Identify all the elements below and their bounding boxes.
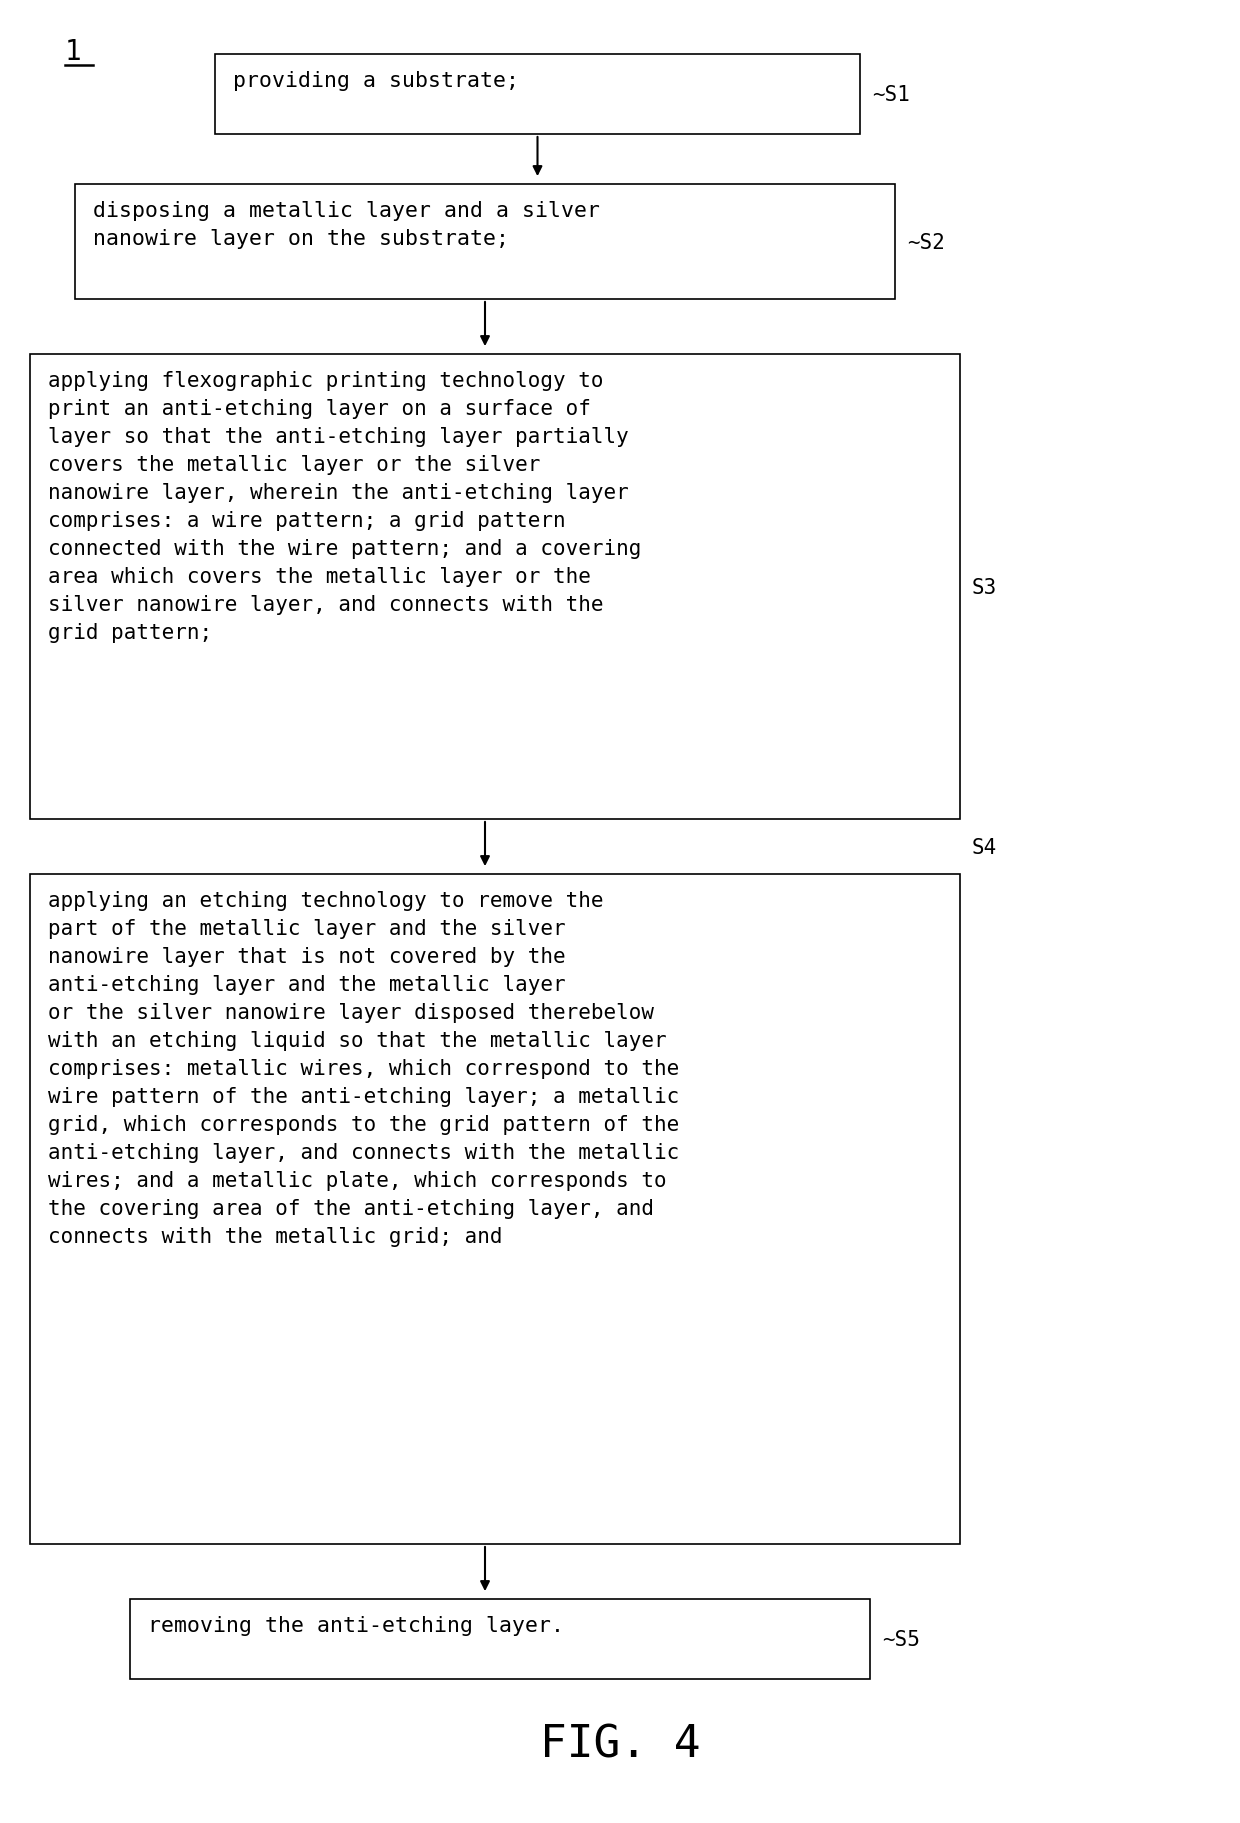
Text: ~S2: ~S2 bbox=[906, 232, 945, 252]
Text: 1: 1 bbox=[64, 38, 82, 66]
Text: ~S5: ~S5 bbox=[882, 1630, 920, 1650]
Bar bbox=[74, 184, 895, 299]
Bar bbox=[215, 55, 861, 135]
Text: applying flexographic printing technology to
print an anti-etching layer on a su: applying flexographic printing technolog… bbox=[48, 370, 641, 644]
Bar bbox=[30, 355, 960, 820]
Text: ~S1: ~S1 bbox=[872, 86, 910, 106]
Text: disposing a metallic layer and a silver
nanowire layer on the substrate;: disposing a metallic layer and a silver … bbox=[93, 201, 600, 250]
Text: removing the anti-etching layer.: removing the anti-etching layer. bbox=[148, 1615, 564, 1635]
Bar bbox=[30, 875, 960, 1544]
Bar bbox=[130, 1599, 870, 1679]
Text: providing a substrate;: providing a substrate; bbox=[233, 71, 520, 91]
Text: S3: S3 bbox=[972, 578, 997, 598]
Text: FIG. 4: FIG. 4 bbox=[539, 1723, 701, 1765]
Text: S4: S4 bbox=[972, 837, 997, 857]
Text: applying an etching technology to remove the
part of the metallic layer and the : applying an etching technology to remove… bbox=[48, 890, 680, 1247]
